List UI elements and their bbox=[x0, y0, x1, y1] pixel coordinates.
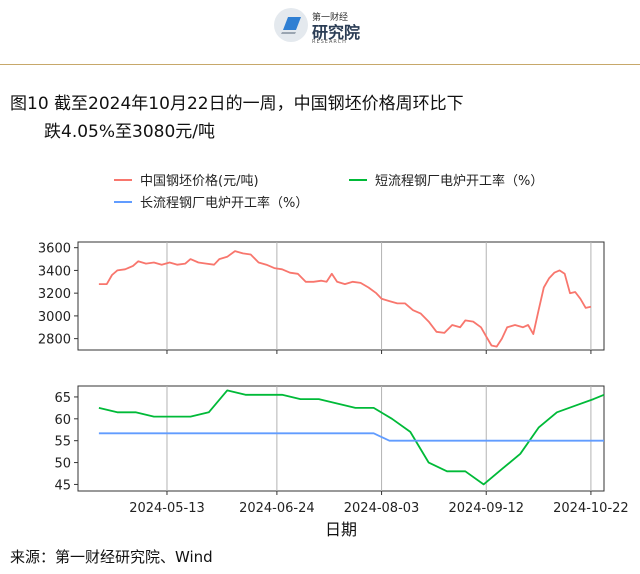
series-line-1-1 bbox=[98, 432, 604, 442]
y-tick-label-0-3: 3400 bbox=[38, 264, 71, 279]
panel-frame-0 bbox=[77, 241, 605, 351]
y-tick-label-1-2: 55 bbox=[54, 435, 71, 450]
logo-brand-name: 第一财经 bbox=[312, 13, 349, 23]
y-tick-label-0-1: 3000 bbox=[38, 310, 71, 325]
brand-logo: 第一财经 研究院 RESEARCH bbox=[274, 6, 374, 46]
x-tick-label-2: 2024-08-03 bbox=[344, 501, 420, 516]
x-tick-label-1: 2024-06-24 bbox=[239, 501, 315, 516]
figure-title-line2: 跌4.05%至3080元/吨 bbox=[44, 122, 215, 142]
logo-subtitle: RESEARCH bbox=[312, 39, 347, 45]
y-tick-label-1-3: 60 bbox=[54, 413, 71, 428]
x-tick-label-3: 2024-09-12 bbox=[448, 501, 524, 516]
series-line-0-0 bbox=[98, 250, 592, 348]
panel-frame-1 bbox=[77, 385, 605, 492]
figure-title-line1: 截至2024年10月22日的一周，中国钢坯价格周环比下 bbox=[54, 94, 464, 114]
legend-label-0: 中国钢坯价格(元/吨) bbox=[140, 173, 259, 189]
series-line-1-0 bbox=[98, 389, 605, 486]
source-note: 来源：第一财经研究院、Wind bbox=[10, 548, 213, 566]
x-tick-label-0: 2024-05-13 bbox=[129, 501, 205, 516]
y-tick-label-0-4: 3600 bbox=[38, 242, 71, 257]
y-tick-label-1-0: 45 bbox=[54, 478, 71, 493]
x-axis-title: 日期 bbox=[325, 520, 357, 539]
y-tick-label-0-2: 3200 bbox=[38, 287, 71, 302]
book-logo-icon bbox=[274, 8, 308, 42]
logo-institute-name: 研究院 bbox=[312, 23, 361, 42]
header-rule bbox=[0, 64, 640, 65]
legend-label-2: 长流程钢厂电炉开工率（%） bbox=[140, 195, 308, 211]
legend-label-1: 短流程钢厂电炉开工率（%） bbox=[375, 173, 543, 189]
figure-title: 图10 截至2024年10月22日的一周，中国钢坯价格周环比下 跌4.05%至3… bbox=[10, 90, 464, 146]
figure-number: 图10 bbox=[10, 94, 49, 114]
y-tick-label-1-4: 65 bbox=[54, 391, 71, 406]
x-tick-label-4: 2024-10-22 bbox=[553, 501, 629, 516]
y-tick-label-1-1: 50 bbox=[54, 457, 71, 472]
y-tick-label-0-0: 2800 bbox=[38, 333, 71, 348]
